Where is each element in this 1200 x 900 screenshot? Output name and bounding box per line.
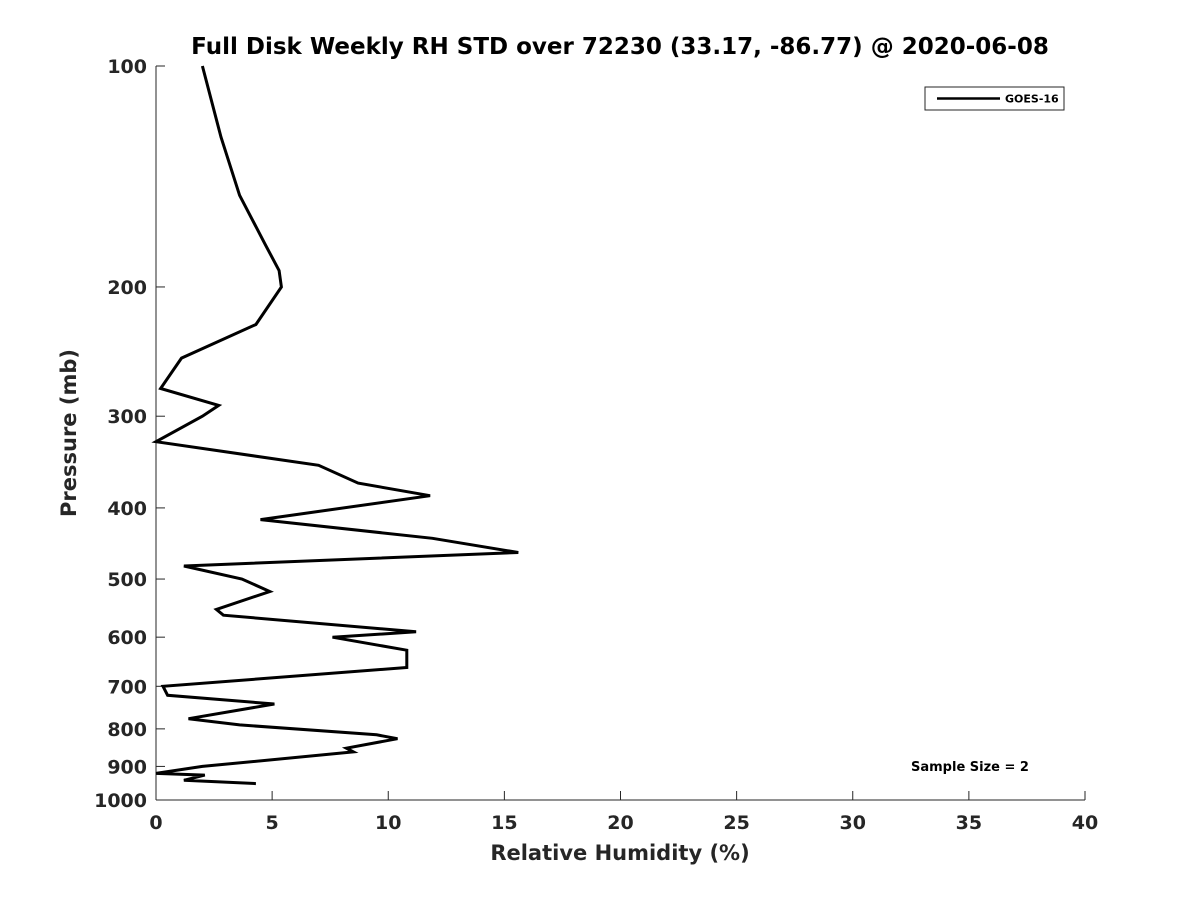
sample-size-annotation: Sample Size = 2: [911, 760, 1029, 775]
y-tick-label-1000: 1000: [94, 790, 147, 812]
y-tick-label-200: 200: [107, 277, 147, 299]
x-tick-label-10: 10: [375, 812, 401, 834]
series-layer: [151, 65, 519, 786]
y-tick-label-800: 800: [107, 719, 147, 741]
x-tick-label-0: 0: [149, 812, 162, 834]
y-tick-label-100: 100: [107, 56, 147, 78]
y-tick-label-300: 300: [107, 406, 147, 428]
series-line-goes-16: [151, 65, 519, 786]
x-tick-label-25: 25: [723, 812, 749, 834]
x-tick-label-15: 15: [491, 812, 517, 834]
y-tick-label-900: 900: [107, 756, 147, 778]
y-axis-label: Pressure (mb): [57, 349, 81, 517]
plot-area: [155, 66, 1085, 801]
y-tick-label-600: 600: [107, 627, 147, 649]
x-ticks: 0 5 10 15 20 25 30 35 40: [149, 791, 1098, 834]
x-tick-label-20: 20: [607, 812, 633, 834]
x-tick-label-5: 5: [266, 812, 279, 834]
legend: GOES-16: [924, 86, 1065, 111]
x-tick-label-30: 30: [840, 812, 866, 834]
x-tick-label-40: 40: [1072, 812, 1098, 834]
y-tick-label-700: 700: [107, 676, 147, 698]
y-tick-label-400: 400: [107, 498, 147, 520]
y-ticks: 100 200 300 400 500 600 700 800 900 1000: [94, 56, 165, 812]
legend-label-goes-16: GOES-16: [1005, 93, 1059, 106]
x-tick-label-35: 35: [956, 812, 982, 834]
y-tick-label-500: 500: [107, 569, 147, 591]
x-axis-label: Relative Humidity (%): [490, 841, 749, 865]
chart-title: Full Disk Weekly RH STD over 72230 (33.1…: [191, 34, 1049, 60]
